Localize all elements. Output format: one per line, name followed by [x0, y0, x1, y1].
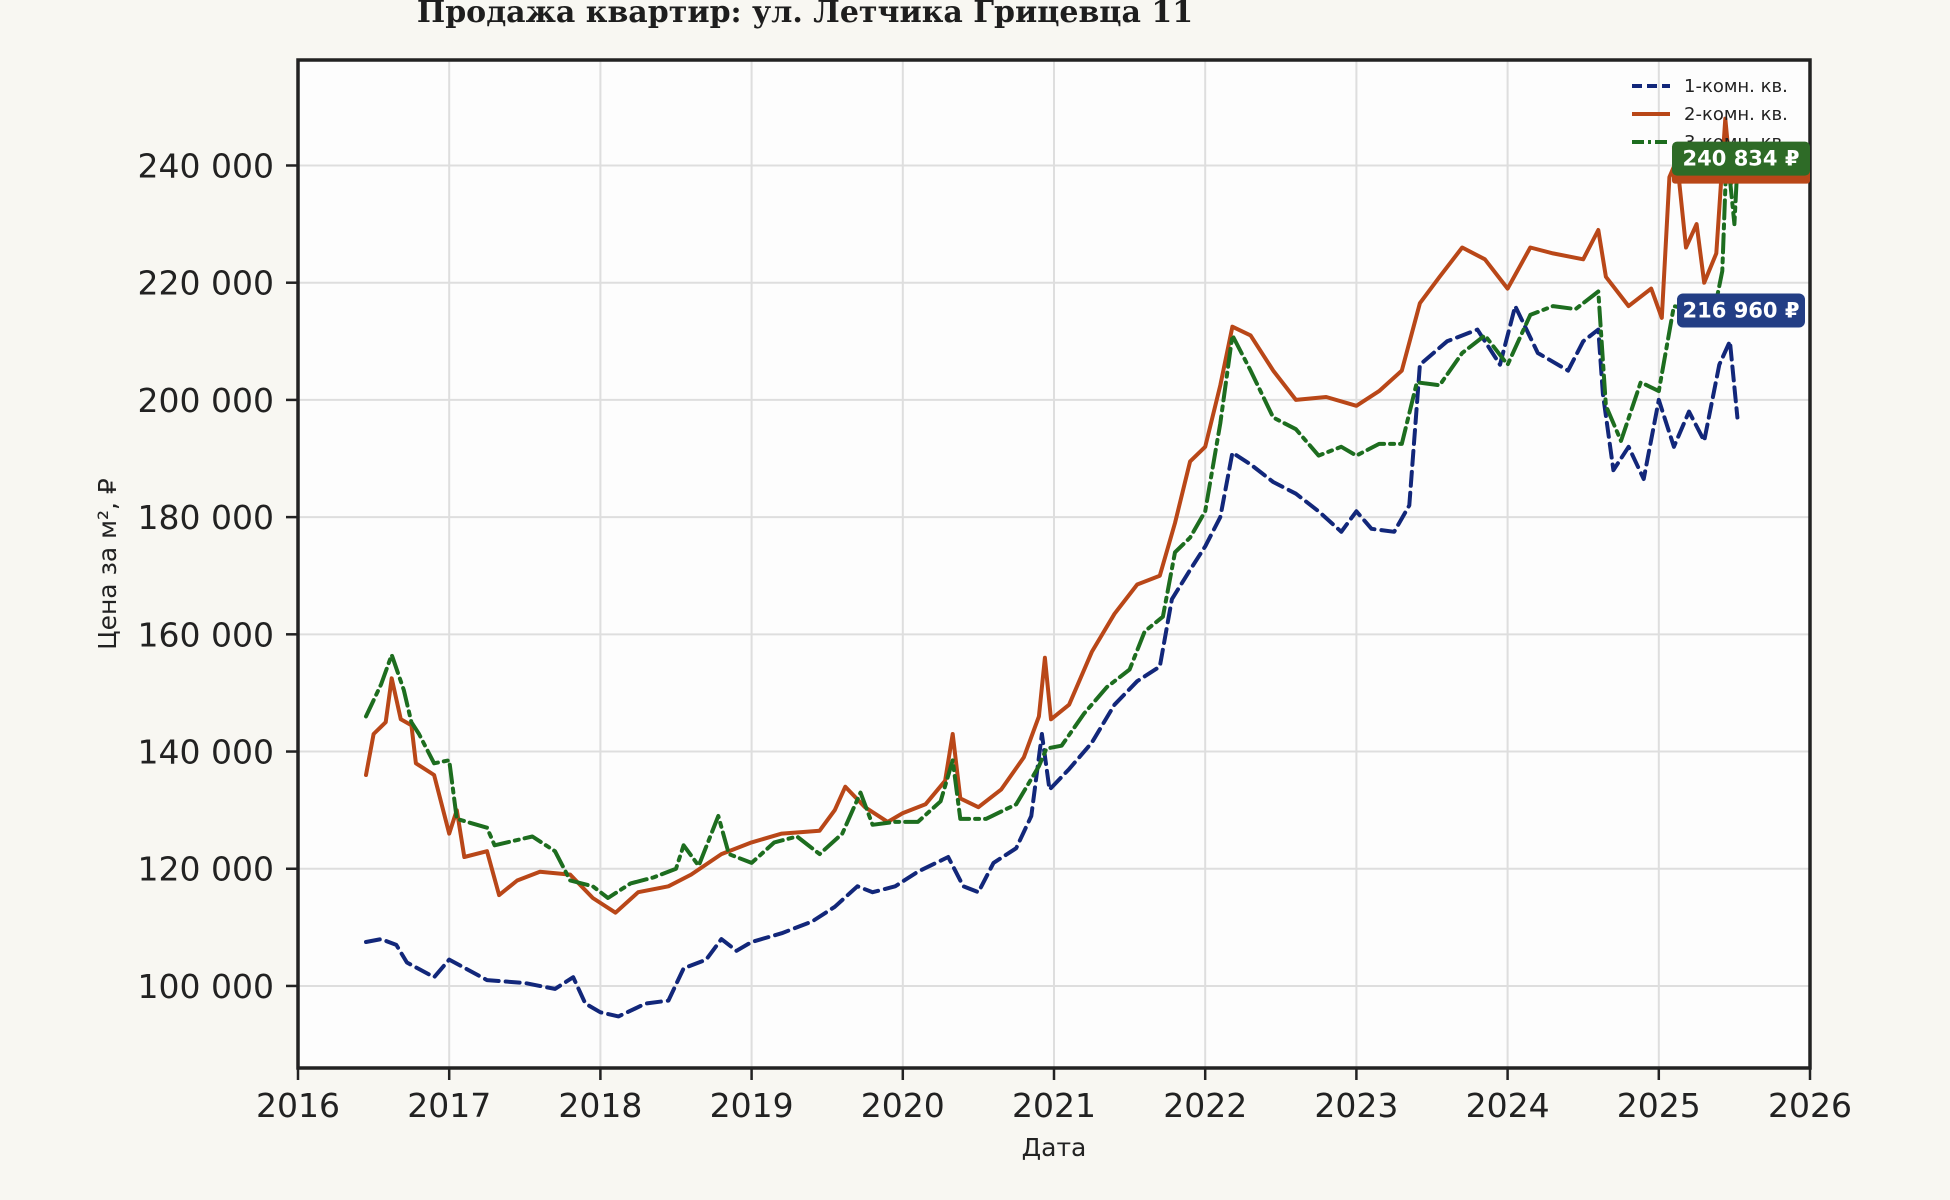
badge-text: 216 960 ₽ — [1683, 299, 1800, 323]
legend-label: 1-комн. кв. — [1684, 76, 1788, 97]
x-tick-label: 2024 — [1466, 1086, 1550, 1125]
series-line-1 — [364, 304, 1740, 1019]
value-badge: 216 960 ₽ — [1677, 293, 1805, 328]
x-tick-label: 2016 — [256, 1086, 340, 1125]
series-lines — [364, 116, 1740, 1019]
x-tick-label: 2026 — [1768, 1086, 1852, 1125]
x-tick-label: 2017 — [407, 1086, 491, 1125]
value-badges: 240 834 ₽ 216 960 ₽ — [1672, 141, 1810, 328]
y-tick-label: 200 000 — [138, 381, 274, 420]
x-tick-label: 2022 — [1163, 1086, 1247, 1125]
axis-ticks: 2016 2017 2018 2019 2020 2021 2022 2023 2024 2025… — [138, 146, 1852, 1125]
badge-text: 240 834 ₽ — [1683, 147, 1800, 171]
y-tick-label: 100 000 — [138, 967, 274, 1006]
series-line-2 — [364, 116, 1740, 915]
badge-box — [1672, 141, 1810, 176]
value-badge: 240 834 ₽ — [1672, 141, 1810, 184]
y-tick-label: 140 000 — [138, 733, 274, 772]
x-tick-label: 2025 — [1617, 1086, 1701, 1125]
series-line-3 — [364, 145, 1740, 900]
x-tick-label: 2023 — [1314, 1086, 1398, 1125]
x-tick-label: 2019 — [710, 1086, 794, 1125]
chart-title: Продажа квартир: ул. Летчика Грицевца 11 — [417, 0, 1193, 30]
y-tick-label: 220 000 — [138, 264, 274, 303]
x-tick-label: 2018 — [558, 1086, 642, 1125]
y-axis-label: Цена за м², ₽ — [93, 478, 122, 650]
x-tick-label: 2021 — [1012, 1086, 1096, 1125]
x-tick-label: 2020 — [861, 1086, 945, 1125]
y-tick-label: 180 000 — [138, 498, 274, 537]
x-axis-label: Дата — [1022, 1133, 1087, 1162]
y-tick-label: 160 000 — [138, 615, 274, 654]
y-tick-label: 120 000 — [138, 850, 274, 889]
legend: 1-комн. кв.2-комн. кв.3-комн. кв. — [1632, 76, 1788, 153]
legend-label: 2-комн. кв. — [1684, 104, 1788, 125]
badge-box — [1677, 293, 1805, 328]
y-tick-label: 240 000 — [138, 146, 274, 185]
